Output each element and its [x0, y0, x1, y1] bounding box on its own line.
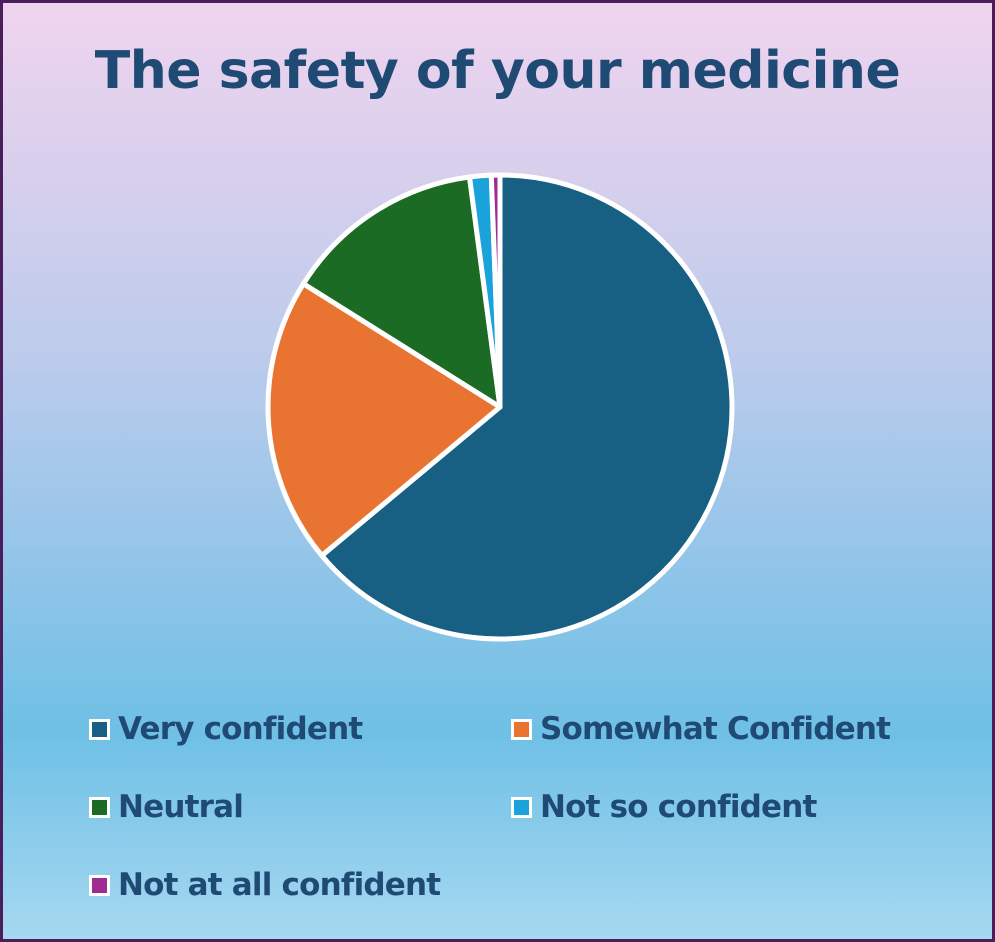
pie-slice-very-confident [319, 172, 735, 642]
legend-label-not-at-all-confident: Not at all confident [118, 867, 441, 903]
legend-swatch-neutral [89, 796, 110, 818]
legend-item-not-so-confident: Not so confident [511, 787, 817, 827]
legend-swatch-very-confident [89, 718, 110, 740]
legend-label-neutral: Neutral [118, 789, 244, 825]
pie-slice-neutral [300, 174, 503, 410]
legend-label-not-so-confident: Not so confident [540, 789, 817, 825]
legend-swatch-not-so-confident [511, 796, 532, 818]
legend-item-very-confident: Very confident [89, 709, 363, 749]
pie-slice-somewhat-confident [265, 281, 503, 559]
legend-item-neutral: Neutral [89, 787, 244, 827]
legend-item-somewhat-confident: Somewhat Confident [511, 709, 891, 749]
pie-chart [265, 172, 735, 642]
legend-label-very-confident: Very confident [118, 711, 363, 747]
legend-item-not-at-all-confident: Not at all confident [89, 865, 441, 905]
legend-swatch-somewhat-confident [511, 718, 532, 740]
chart-title: The safety of your medicine [94, 41, 901, 101]
legend-swatch-not-at-all-confident [89, 874, 110, 896]
legend-label-somewhat-confident: Somewhat Confident [540, 711, 891, 747]
pie-slice-not-at-all-confident [488, 172, 503, 410]
